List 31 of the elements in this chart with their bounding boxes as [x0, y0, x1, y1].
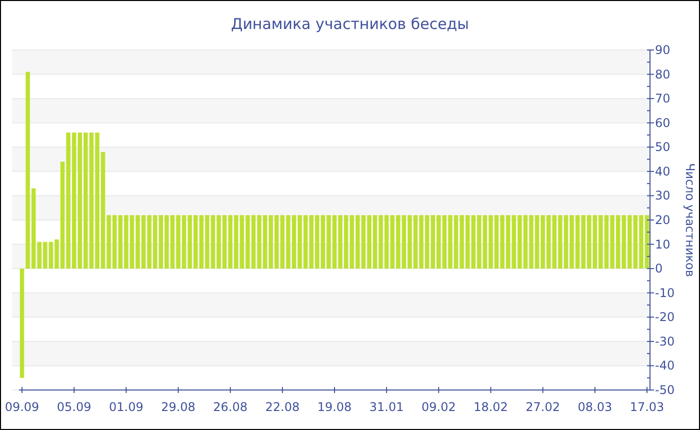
- y-tick-label: 0: [655, 262, 663, 276]
- x-tick-label: 29.08: [161, 400, 196, 414]
- y-axis-title: Число участников: [683, 163, 697, 277]
- x-tick-label: 05.09: [56, 400, 92, 414]
- y-tick-label: 40: [655, 164, 670, 178]
- x-tick-label: 09.02: [421, 400, 456, 414]
- x-tick-label: 09.09: [4, 400, 40, 414]
- x-tick-label: 01.09: [108, 400, 144, 414]
- x-tick-label: 22.08: [265, 400, 300, 414]
- x-tick-label: 18.02: [474, 400, 508, 414]
- chart-title: Динамика участников беседы: [230, 15, 470, 33]
- y-tick-label: 70: [655, 92, 670, 106]
- y-tick-label: 30: [655, 188, 670, 203]
- y-tick-label: -20: [655, 310, 675, 324]
- x-tick-label: 08.03: [578, 400, 612, 414]
- bar: [20, 268, 24, 378]
- x-tick-label: 31.01: [369, 400, 404, 414]
- y-tick-label: 90: [655, 43, 670, 57]
- y-tick-label: 60: [655, 116, 670, 130]
- y-tick-label: -10: [655, 286, 675, 300]
- y-tick-label: 20: [655, 213, 670, 227]
- y-tick-label: -40: [655, 358, 675, 373]
- x-tick-label: 17.03: [630, 400, 664, 414]
- y-tick-label: 50: [655, 140, 670, 154]
- y-tick-label: -50: [655, 383, 675, 397]
- x-tick-label: 27.02: [526, 400, 560, 414]
- x-tick-label: 26.08: [213, 400, 248, 414]
- x-tick-label: 19.08: [317, 400, 352, 414]
- y-tick-label: 10: [655, 237, 670, 252]
- y-tick-label: -30: [655, 334, 675, 348]
- y-tick-label: 80: [655, 67, 670, 82]
